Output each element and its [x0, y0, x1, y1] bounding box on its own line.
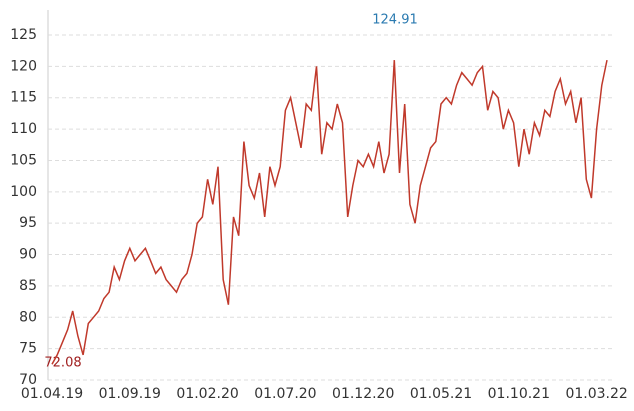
x-tick-label: 01.05.21	[410, 386, 472, 402]
y-tick-label: 120	[10, 58, 37, 74]
min-annotation: 72.08	[44, 356, 81, 371]
price-line	[51, 59, 608, 365]
max-annotation: 124.91	[372, 13, 418, 28]
y-tick-label: 115	[10, 90, 37, 106]
x-tick-label: 01.07.20	[254, 386, 316, 402]
y-tick-label: 75	[19, 341, 37, 357]
x-tick-label: 01.02.20	[176, 386, 238, 402]
y-tick-label: 105	[10, 152, 37, 168]
y-tick-label: 95	[19, 215, 37, 231]
x-tick-label: 01.03.22	[565, 386, 627, 402]
y-tick-label: 100	[10, 184, 37, 200]
x-tick-label: 01.10.21	[488, 386, 550, 402]
x-tick-label: 01.09.19	[99, 386, 161, 402]
x-tick-label: 01.12.20	[332, 386, 394, 402]
y-tick-label: 125	[10, 27, 37, 43]
y-tick-label: 110	[10, 121, 37, 137]
x-tick-label: 01.04.19	[21, 386, 83, 402]
y-tick-label: 80	[19, 309, 37, 325]
y-tick-label: 70	[19, 372, 37, 388]
y-tick-label: 90	[19, 247, 37, 263]
y-tick-label: 85	[19, 278, 37, 294]
